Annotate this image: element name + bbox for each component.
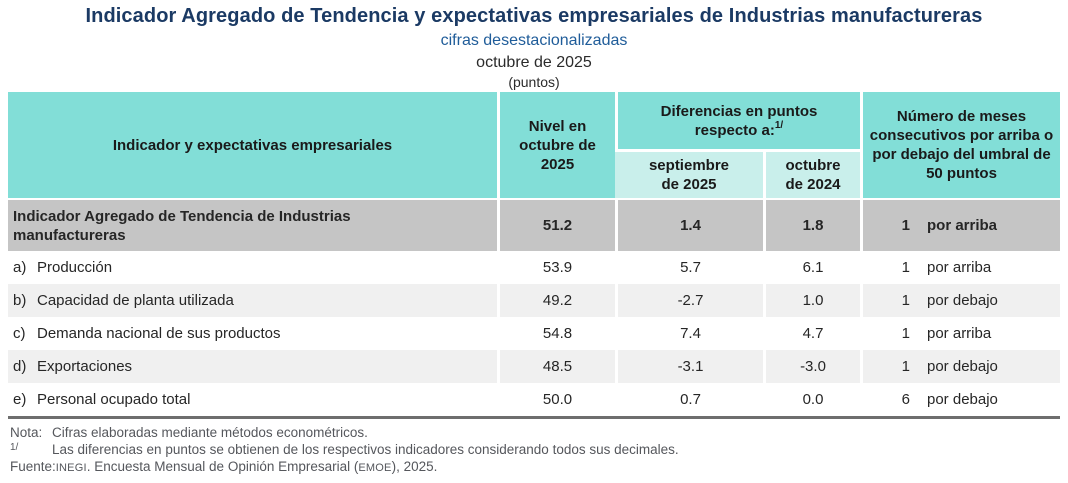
page-title: Indicador Agregado de Tendencia y expect… bbox=[85, 5, 983, 27]
months-cell: 1 por debajo bbox=[860, 350, 1060, 383]
table-row-aggregate-indicator: Indicador Agregado de Tendencia de Indus… bbox=[8, 198, 1060, 251]
months-count: 1 bbox=[901, 259, 910, 276]
months-direction: por arriba bbox=[927, 325, 992, 342]
months-count: 1 bbox=[901, 217, 910, 234]
row-label: Exportaciones bbox=[37, 358, 133, 375]
diff-year-value: 4.7 bbox=[763, 317, 860, 350]
level-value: 54.8 bbox=[497, 317, 615, 350]
months-direction: por debajo bbox=[927, 358, 998, 375]
level-value: 49.2 bbox=[497, 284, 615, 317]
period-label: octubre de 2025 bbox=[476, 54, 592, 71]
diff-month-value: -2.7 bbox=[615, 284, 763, 317]
footnote-nota: Nota: Cifras elaboradas mediante métodos… bbox=[10, 424, 1068, 441]
page-subtitle: cifras desestacionalizadas bbox=[440, 32, 628, 49]
aggregate-diff-month-value: 1.4 bbox=[615, 198, 763, 251]
table-row: b) Capacidad de planta utilizada 49.2 -2… bbox=[8, 284, 1060, 317]
months-direction: por arriba bbox=[927, 259, 992, 276]
months-count: 1 bbox=[901, 358, 910, 375]
footnote-nota-text: Cifras elaboradas mediante métodos econo… bbox=[52, 425, 368, 440]
diff-month-value: 7.4 bbox=[615, 317, 763, 350]
row-label: Capacidad de planta utilizada bbox=[37, 292, 234, 309]
months-cell: 1 por arriba bbox=[860, 317, 1060, 350]
column-header-consecutive-months: Número de meses consecutivos por arriba … bbox=[860, 92, 1060, 198]
column-header-differences-group: Diferencias en puntos respecto a:1/ bbox=[615, 92, 860, 149]
diff-month-value: -3.1 bbox=[615, 350, 763, 383]
table-row: d) Exportaciones 48.5 -3.1 -3.0 1 por de… bbox=[8, 350, 1060, 383]
header-row-sub: septiembre de 2025 octubre de 2024 bbox=[8, 149, 1060, 198]
months-cell: 6 por debajo bbox=[860, 383, 1060, 416]
months-direction: por arriba bbox=[927, 217, 998, 234]
table-row: e) Personal ocupado total 50.0 0.7 0.0 6… bbox=[8, 383, 1060, 416]
row-letter: d) bbox=[13, 358, 27, 375]
diff-year-value: 1.0 bbox=[763, 284, 860, 317]
aggregate-level-value: 51.2 bbox=[497, 198, 615, 251]
months-count: 6 bbox=[901, 391, 910, 408]
footnote-source-label: Fuente: bbox=[10, 459, 56, 474]
source-inegi: INEGI bbox=[55, 462, 87, 474]
months-direction: por debajo bbox=[927, 292, 998, 309]
table-header: Indicador y expectativas empresariales N… bbox=[8, 92, 1060, 198]
diff-year-value: 0.0 bbox=[763, 383, 860, 416]
source-emoe: EMOE bbox=[358, 462, 392, 474]
title-block: Indicador Agregado de Tendencia y expect… bbox=[0, 0, 1068, 92]
months-count: 1 bbox=[901, 325, 910, 342]
row-letter: e) bbox=[13, 391, 27, 408]
row-label: Demanda nacional de sus productos bbox=[37, 325, 281, 342]
diff-year-value: 6.1 bbox=[763, 251, 860, 284]
row-letter: c) bbox=[13, 325, 26, 342]
column-header-level: Nivel en octubre de 2025 bbox=[497, 92, 615, 198]
header-row-group: Indicador y expectativas empresariales N… bbox=[8, 92, 1060, 198]
diff-month-value: 0.7 bbox=[615, 383, 763, 416]
footnote-reference: 1/ Las diferencias en puntos se obtienen… bbox=[10, 441, 1068, 458]
units-label: (puntos) bbox=[508, 74, 560, 90]
table-row: a) Producción 53.9 5.7 6.1 1 por arriba bbox=[8, 251, 1060, 284]
footnote-reference-mark: 1/ bbox=[774, 119, 784, 131]
column-header-indicator: Indicador y expectativas empresariales bbox=[8, 92, 497, 198]
column-header-diff-october: octubre de 2024 bbox=[763, 149, 860, 198]
months-cell: 1 por arriba bbox=[860, 251, 1060, 284]
aggregate-months-cell: 1 por arriba bbox=[860, 198, 1060, 251]
months-cell: 1 por debajo bbox=[860, 284, 1060, 317]
indicator-table: Indicador y expectativas empresariales N… bbox=[8, 92, 1060, 419]
column-header-diff-september: septiembre de 2025 bbox=[615, 149, 763, 198]
diff-year-value: -3.0 bbox=[763, 350, 860, 383]
footnote-nota-label: Nota: bbox=[10, 425, 43, 440]
aggregate-diff-year-value: 1.8 bbox=[763, 198, 860, 251]
footnote-source: Fuente: INEGI. Encuesta Mensual de Opini… bbox=[10, 458, 1068, 477]
months-direction: por debajo bbox=[927, 391, 998, 408]
level-value: 53.9 bbox=[497, 251, 615, 284]
row-letter: b) bbox=[13, 292, 27, 309]
table-row: c) Demanda nacional de sus productos 54.… bbox=[8, 317, 1060, 350]
footnotes-block: Nota: Cifras elaboradas mediante métodos… bbox=[10, 424, 1068, 477]
diff-month-value: 5.7 bbox=[615, 251, 763, 284]
footnote-reference-label: 1/ bbox=[10, 442, 19, 453]
level-value: 50.0 bbox=[497, 383, 615, 416]
footnote-source-text: INEGI. Encuesta Mensual de Opinión Empre… bbox=[55, 459, 438, 474]
row-label: Personal ocupado total bbox=[37, 391, 191, 408]
footnote-reference-text: Las diferencias en puntos se obtienen de… bbox=[52, 442, 679, 457]
level-value: 48.5 bbox=[497, 350, 615, 383]
months-count: 1 bbox=[901, 292, 910, 309]
row-label: Producción bbox=[37, 259, 113, 276]
aggregate-label: Indicador Agregado de Tendencia de Indus… bbox=[8, 198, 497, 251]
row-letter: a) bbox=[13, 259, 27, 276]
